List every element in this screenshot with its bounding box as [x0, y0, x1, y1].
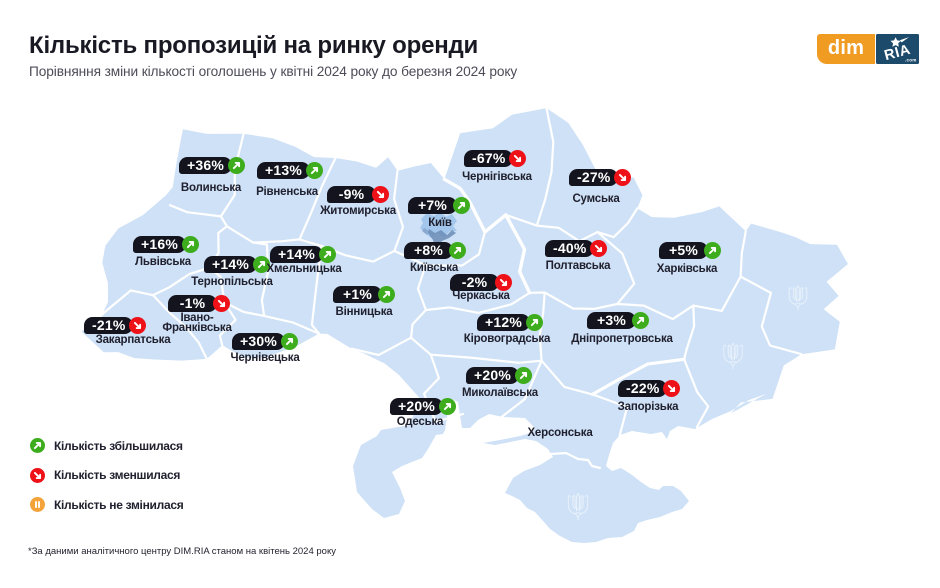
svg-text:RIA: RIA — [883, 42, 913, 64]
svg-text:.com: .com — [905, 58, 917, 63]
